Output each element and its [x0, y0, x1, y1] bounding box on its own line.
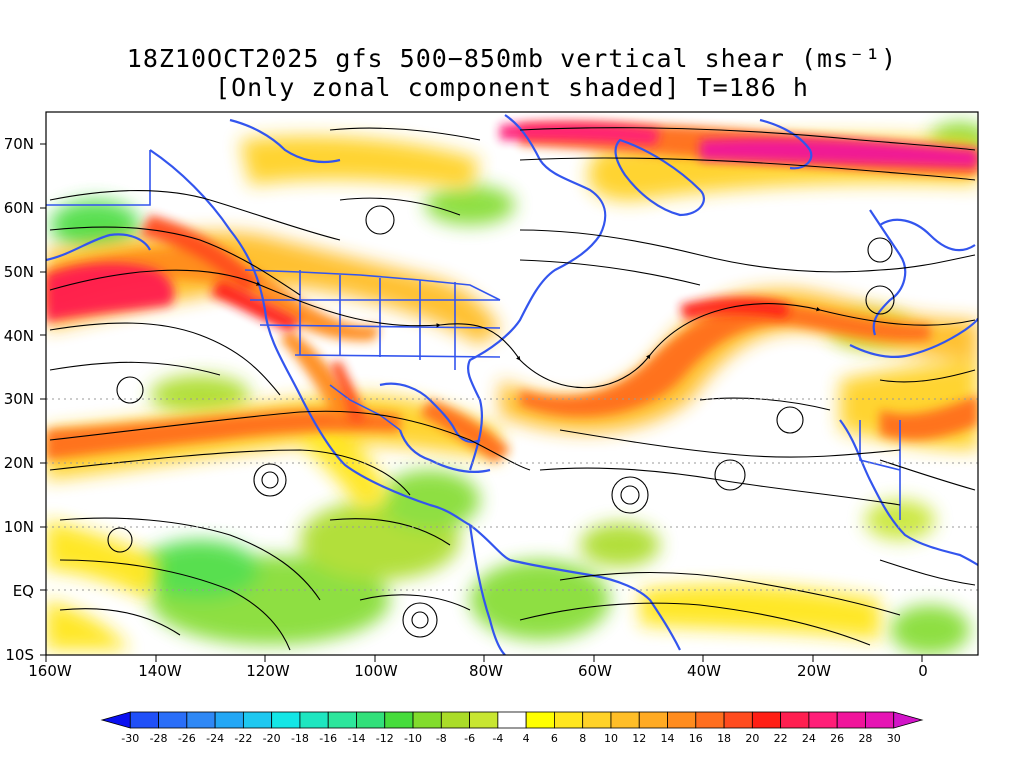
colorbar-label: 14 [660, 732, 675, 745]
colorbar-swatch [667, 711, 697, 729]
lon-label: 40W [687, 662, 721, 680]
political-borders [46, 150, 901, 520]
lat-label: 20N [3, 454, 34, 472]
coastlines [46, 114, 978, 655]
colorbar-label: -4 [492, 732, 504, 745]
colorbar-swatch [271, 711, 301, 729]
colorbar-label: -8 [435, 732, 447, 745]
latitude-gridlines [46, 398, 978, 591]
lon-label: 60W [578, 662, 612, 680]
map-background [46, 112, 978, 655]
colorbar-swatch [554, 711, 584, 729]
colorbar-swatch [865, 711, 895, 729]
colorbar-label: 18 [717, 732, 732, 745]
map-subtitle: [Only zonal component shaded] T=186 h [215, 73, 809, 102]
colorbar-swatch [299, 711, 329, 729]
colorbar-label: -14 [347, 732, 366, 745]
colorbar-swatch [582, 711, 612, 729]
lat-label: 40N [3, 327, 34, 345]
colorbar-label: 24 [801, 732, 816, 745]
colorbar-label: -20 [262, 732, 281, 745]
colorbar-label: -10 [404, 732, 423, 745]
colorbar-swatch [723, 711, 753, 729]
colorbar-label: 10 [603, 732, 618, 745]
colorbar-swatch [214, 711, 244, 729]
lat-label: 60N [3, 199, 34, 217]
colorbar-label: 30 [886, 732, 901, 745]
colorbar-swatch [525, 711, 555, 729]
streamlines [49, 127, 976, 651]
colorbar-swatch [695, 711, 725, 729]
colorbar-label: 16 [688, 732, 703, 745]
colorbar-label: -16 [319, 732, 338, 745]
colorbar-labels: -30 -28 -26 -24 -22 -20 -18 -16 -14 -12 -10 -8 -6 -4 4… [0, 732, 1024, 748]
colorbar-swatch [610, 711, 640, 729]
colorbar-swatch [638, 711, 668, 729]
lat-label: 50N [3, 263, 34, 281]
lon-label: 160W [28, 662, 72, 680]
colorbar-label: 28 [858, 732, 873, 745]
colorbar-swatch [186, 711, 216, 729]
colorbar-label: -26 [177, 732, 196, 745]
lat-label: 30N [3, 390, 34, 408]
colorbar-label: -22 [234, 732, 253, 745]
map-frame [45, 111, 979, 656]
lat-label: EQ [12, 582, 34, 600]
colorbar-label: -6 [464, 732, 476, 745]
colorbar-label: 22 [773, 732, 788, 745]
colorbar-label: 4 [522, 732, 530, 745]
lon-label: 140W [138, 662, 182, 680]
colorbar [100, 711, 924, 729]
zonal-shear-shading [46, 122, 978, 655]
colorbar-label: 12 [632, 732, 647, 745]
lon-label: 20W [797, 662, 831, 680]
colorbar-swatch [780, 711, 810, 729]
colorbar-swatch [751, 711, 782, 729]
colorbar-label: 8 [579, 732, 587, 745]
colorbar-swatch [100, 711, 131, 729]
colorbar-label: 20 [745, 732, 760, 745]
lon-label: 100W [354, 662, 398, 680]
lon-label: 0 [918, 662, 928, 680]
colorbar-label: -24 [206, 732, 225, 745]
lat-label: 70N [3, 135, 34, 153]
lat-label: 10S [5, 646, 34, 664]
colorbar-swatch [893, 711, 924, 729]
colorbar-label: -18 [290, 732, 309, 745]
colorbar-label: -28 [149, 732, 168, 745]
colorbar-label: -30 [121, 732, 140, 745]
colorbar-swatch [836, 711, 866, 729]
colorbar-swatch [356, 711, 386, 729]
colorbar-label: 26 [830, 732, 845, 745]
lat-label: 10N [3, 518, 34, 536]
colorbar-swatch [327, 711, 357, 729]
colorbar-swatch [242, 711, 273, 729]
colorbar-label: -12 [375, 732, 394, 745]
colorbar-swatch [440, 711, 470, 729]
lon-label: 120W [246, 662, 290, 680]
lon-label: 80W [469, 662, 503, 680]
colorbar-swatch [808, 711, 838, 729]
colorbar-label: 6 [550, 732, 558, 745]
colorbar-swatch [158, 711, 188, 729]
colorbar-swatch [469, 711, 499, 729]
colorbar-swatch [384, 711, 414, 729]
axis-ticks [40, 143, 923, 662]
map-title: 18Z10OCT2025 gfs 500−850mb vertical shea… [126, 44, 898, 73]
colorbar-swatch [412, 711, 442, 729]
colorbar-swatch [129, 711, 159, 729]
colorbar-swatch [497, 711, 527, 729]
